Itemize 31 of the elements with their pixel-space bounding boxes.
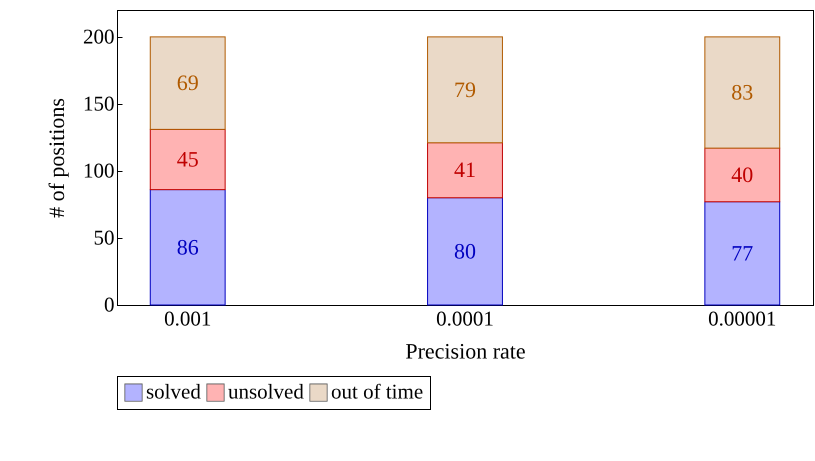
- bar: [704, 148, 780, 202]
- y-tick-label: 150: [83, 91, 114, 116]
- data-label: 79: [454, 76, 476, 102]
- y-tick-label: 200: [83, 24, 114, 48]
- bar: [427, 142, 503, 198]
- legend-label: out of time: [331, 380, 424, 404]
- bar: [704, 201, 780, 306]
- x-axis-title: Precision rate: [405, 338, 526, 364]
- x-tick-label: 0.0001: [436, 306, 494, 330]
- data-label: 86: [176, 234, 199, 260]
- bar: [427, 36, 503, 144]
- y-tick-label: 100: [83, 158, 114, 182]
- bar: [150, 189, 226, 306]
- bar: [150, 128, 226, 190]
- x-tick-label: 0.00001: [708, 306, 776, 330]
- y-tick-label: 0: [104, 292, 114, 316]
- y-axis-title: # of positions: [44, 98, 69, 218]
- y-tick-label: 50: [94, 225, 114, 250]
- bar: [704, 36, 780, 149]
- legend-label: unsolved: [228, 380, 304, 404]
- data-label: 80: [454, 238, 476, 264]
- bar: [150, 36, 226, 130]
- data-label: 40: [731, 162, 754, 187]
- data-label: 83: [731, 79, 754, 104]
- data-label: 45: [176, 146, 199, 172]
- legend-label: solved: [146, 380, 202, 404]
- data-label: 77: [731, 240, 754, 266]
- bar: [427, 197, 503, 306]
- data-label: 69: [176, 70, 199, 96]
- x-tick-label: 0.001: [164, 306, 212, 330]
- data-label: 41: [454, 157, 476, 182]
